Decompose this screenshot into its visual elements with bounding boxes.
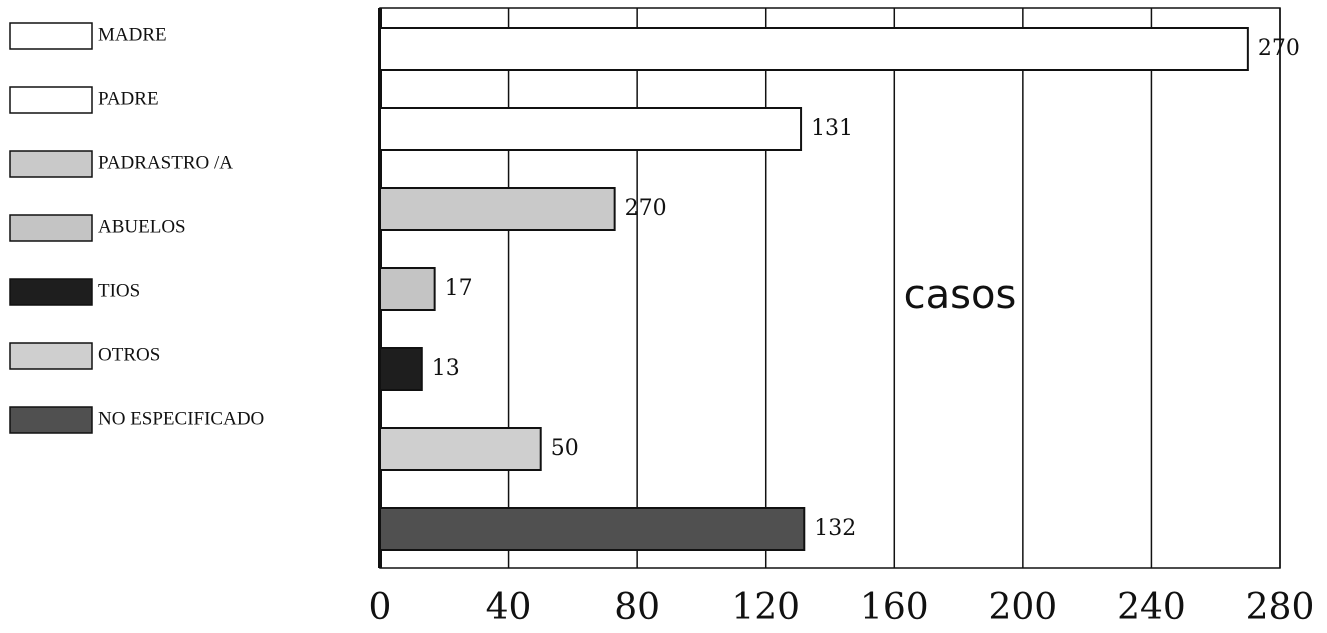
- legend-swatch: [9, 22, 93, 50]
- x-tick-label: 280: [1246, 587, 1315, 628]
- legend-swatch: [9, 342, 93, 370]
- x-tick-label: 240: [1117, 587, 1186, 628]
- legend-label: PADRE: [98, 88, 159, 109]
- value-label: 17: [445, 276, 473, 301]
- bar: [379, 27, 1249, 71]
- legend-swatch: [9, 150, 93, 178]
- legend-swatch: [9, 214, 93, 242]
- legend-swatch: [9, 86, 93, 114]
- legend-label: MADRE: [98, 24, 167, 45]
- legend-swatch: [9, 278, 93, 306]
- plot-frame: [379, 7, 1281, 569]
- value-label: 270: [625, 196, 667, 221]
- legend-label: OTROS: [98, 344, 160, 365]
- bar: [379, 267, 436, 311]
- bar: [379, 347, 423, 391]
- value-label: 50: [551, 436, 579, 461]
- bar: [379, 507, 806, 551]
- x-tick-label: 160: [860, 587, 929, 628]
- x-tick-label: 200: [988, 587, 1057, 628]
- x-tick-label: 40: [486, 587, 532, 628]
- x-tick-label: 0: [369, 587, 392, 628]
- legend-label: NO ESPECIFICADO: [98, 408, 264, 429]
- value-label: 131: [811, 116, 853, 141]
- legend-label: PADRASTRO /A: [98, 152, 233, 173]
- bar: [379, 107, 803, 151]
- bar: [379, 427, 542, 471]
- bar: [379, 187, 616, 231]
- legend-swatch: [9, 406, 93, 434]
- x-tick-label: 120: [731, 587, 800, 628]
- annotation: casos: [904, 272, 1017, 318]
- value-label: 270: [1258, 36, 1300, 61]
- value-label: 132: [814, 516, 856, 541]
- legend-label: TIOS: [98, 280, 140, 301]
- x-tick-label: 80: [614, 587, 660, 628]
- legend-label: ABUELOS: [98, 216, 186, 237]
- value-label: 13: [432, 356, 460, 381]
